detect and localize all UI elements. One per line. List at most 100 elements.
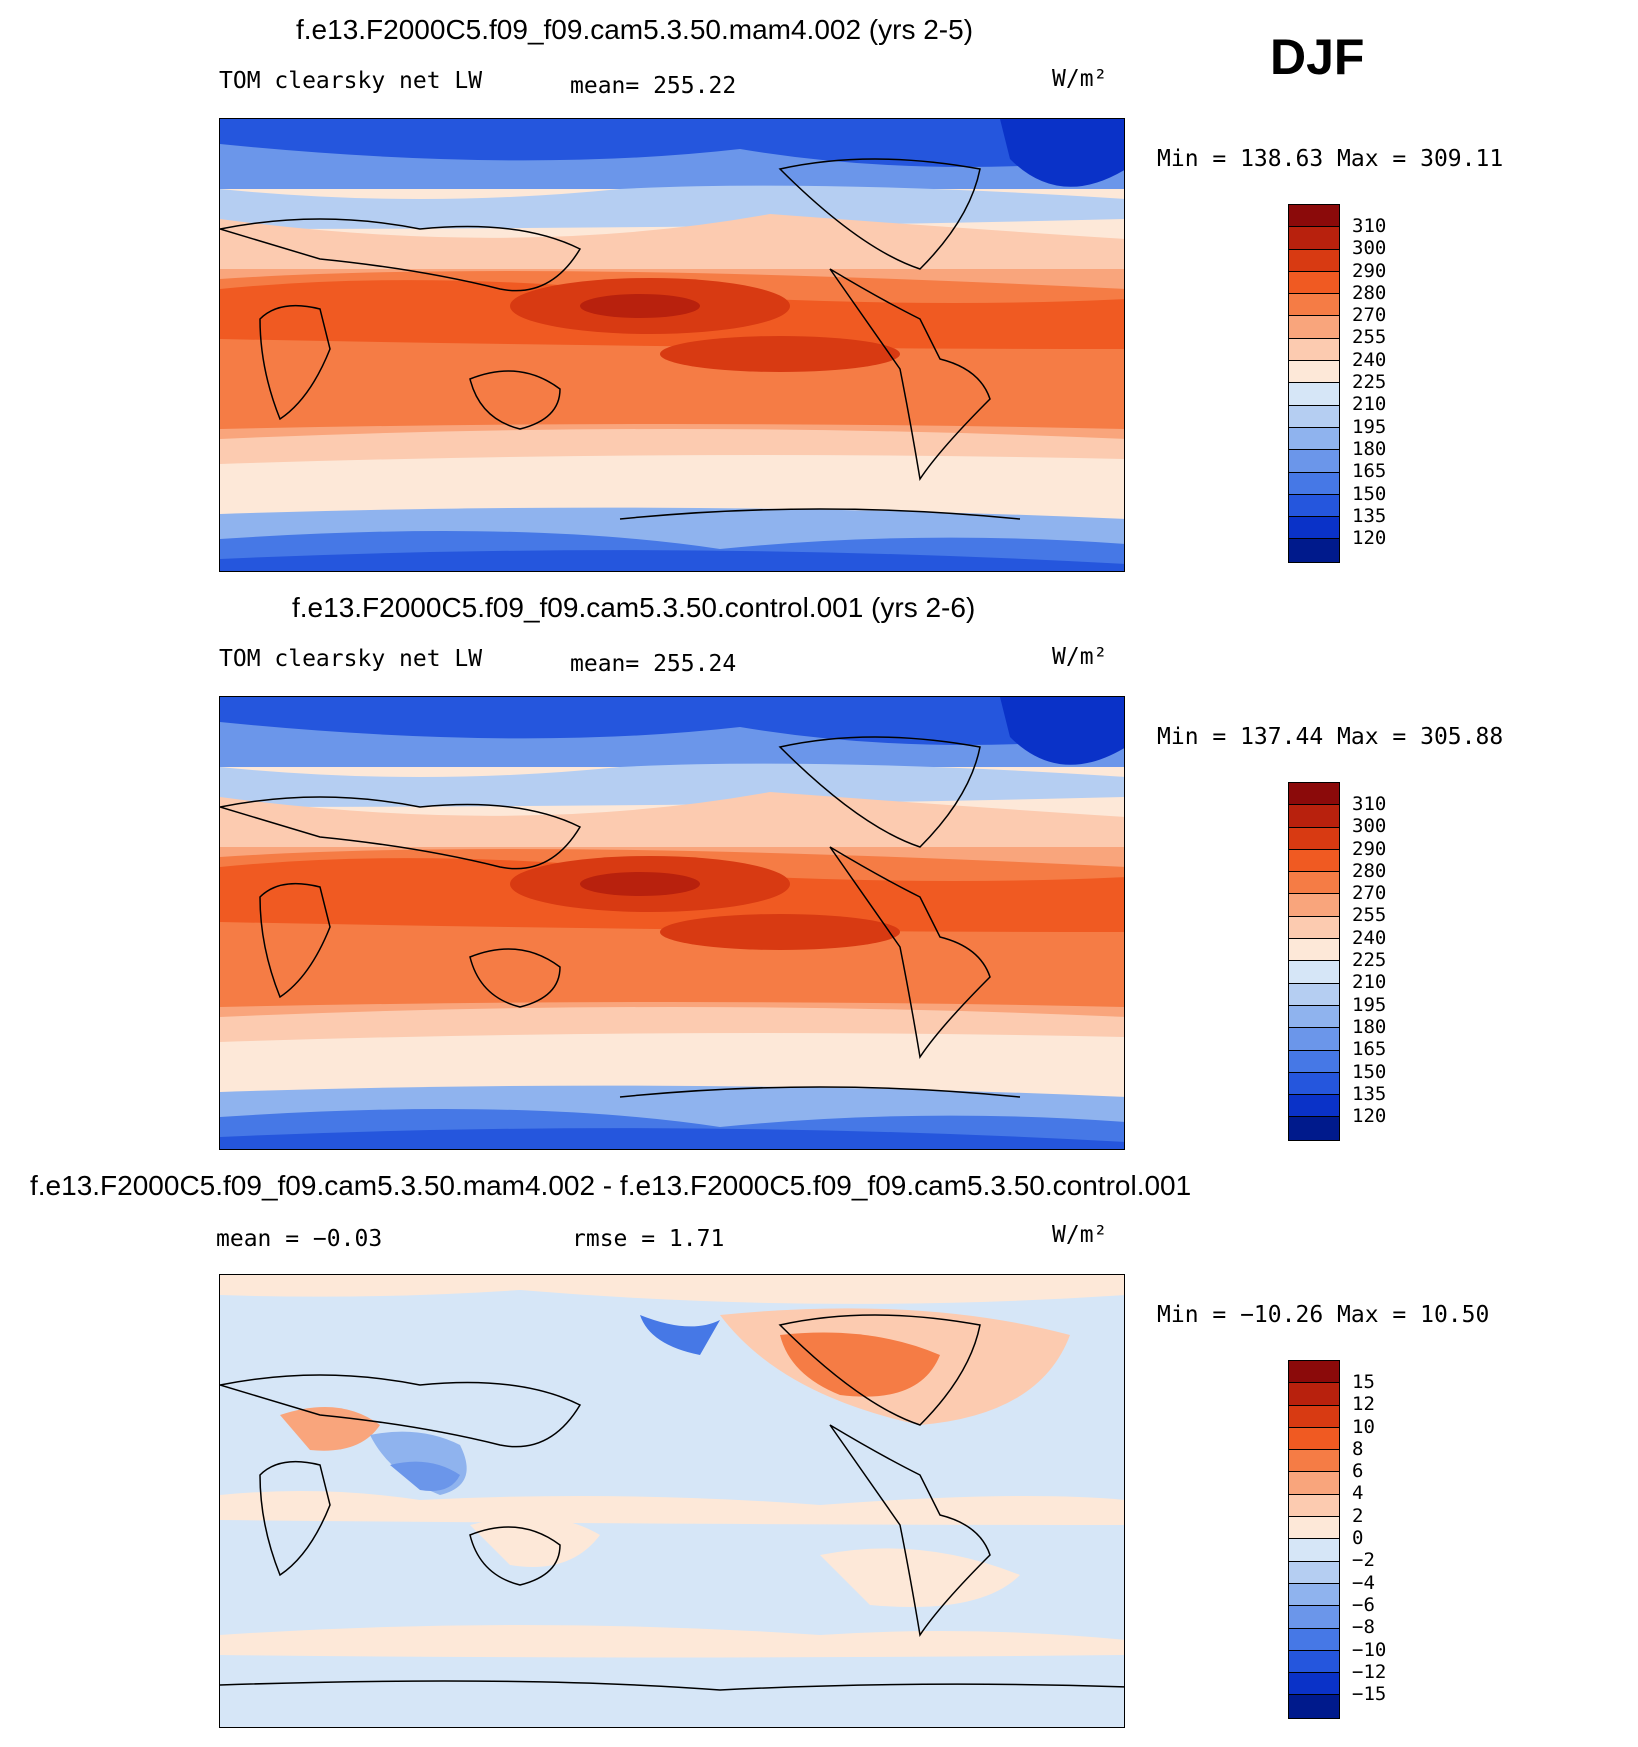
colorbar-swatch (1289, 1606, 1339, 1629)
colorbar-swatch (1289, 1539, 1339, 1562)
colorbar-tick-label: 2 (1352, 1504, 1364, 1527)
colorbar-swatch (1289, 1695, 1339, 1718)
colorbar-swatch (1289, 205, 1339, 228)
colorbar-tick-label: 310 (1352, 793, 1387, 815)
colorbar-tick-label: 270 (1352, 304, 1387, 327)
panel-2-mean-label: mean= 255.24 (570, 651, 737, 677)
colorbar-tick-label: 120 (1352, 527, 1387, 550)
season-label: DJF (1270, 29, 1365, 85)
panel-1-colorbar (1288, 204, 1340, 563)
colorbar-tick-label: −15 (1352, 1683, 1387, 1706)
colorbar-tick-label: 0 (1352, 1527, 1364, 1550)
panel-1-minmax: Min = 138.63 Max = 309.11 (1157, 146, 1504, 172)
colorbar-tick-label: 135 (1352, 1082, 1387, 1105)
panel-2-colorbar (1288, 782, 1340, 1141)
colorbar-swatch (1289, 1050, 1339, 1073)
panel-3-colorbar (1288, 1360, 1340, 1719)
panel-1-variable-label: TOM clearsky net LW (219, 68, 483, 94)
colorbar-tick-label: 195 (1352, 415, 1387, 438)
panel-2-minmax: Min = 137.44 Max = 305.88 (1157, 724, 1504, 750)
colorbar-tick-label: 210 (1352, 971, 1387, 994)
colorbar-tick-label: 225 (1352, 371, 1387, 394)
colorbar-tick-label: 240 (1352, 926, 1387, 949)
colorbar-swatch (1289, 427, 1339, 451)
colorbar-swatch (1289, 1472, 1339, 1495)
colorbar-swatch (1289, 539, 1339, 562)
colorbar-tick-label: 12 (1352, 1393, 1375, 1416)
colorbar-swatch (1289, 1005, 1339, 1029)
colorbar-tick-label: 165 (1352, 1038, 1387, 1061)
colorbar-swatch (1289, 1650, 1339, 1674)
colorbar-swatch (1289, 338, 1339, 362)
colorbar-swatch (1289, 939, 1339, 962)
panel-2-map (219, 696, 1125, 1150)
panel-2-title: f.e13.F2000C5.f09_f09.cam5.3.50.control.… (292, 592, 976, 623)
panel-3-units-label: W/m² (1052, 1222, 1108, 1248)
colorbar-tick-label: 180 (1352, 437, 1387, 460)
panel-3-map (219, 1274, 1125, 1728)
colorbar-swatch (1289, 1361, 1339, 1384)
colorbar-swatch (1289, 961, 1339, 984)
colorbar-tick-label: −4 (1352, 1571, 1375, 1594)
panel-2-variable-label: TOM clearsky net LW (219, 646, 483, 672)
colorbar-swatch (1289, 983, 1339, 1006)
colorbar-swatch (1289, 1028, 1339, 1051)
colorbar-tick-label: 290 (1352, 837, 1387, 860)
colorbar-swatch (1289, 1561, 1339, 1584)
colorbar-tick-label: −10 (1352, 1638, 1387, 1661)
colorbar-swatch (1289, 1117, 1339, 1140)
colorbar-swatch (1289, 1450, 1339, 1473)
colorbar-swatch (1289, 894, 1339, 917)
colorbar-tick-label: 270 (1352, 882, 1387, 905)
colorbar-tick-label: 195 (1352, 993, 1387, 1016)
colorbar-tick-label: 120 (1352, 1105, 1387, 1128)
colorbar-swatch (1289, 1383, 1339, 1406)
colorbar-swatch (1289, 405, 1339, 428)
colorbar-tick-label: 300 (1352, 815, 1387, 838)
colorbar-tick-label: 240 (1352, 348, 1387, 371)
colorbar-swatch (1289, 316, 1339, 339)
colorbar-swatch (1289, 805, 1339, 828)
panel-3-rmse-label: rmse = 1.71 (572, 1226, 725, 1252)
colorbar-tick-label: 300 (1352, 237, 1387, 260)
colorbar-tick-label: −12 (1352, 1660, 1387, 1683)
colorbar-tick-label: 165 (1352, 460, 1387, 483)
colorbar-swatch (1289, 472, 1339, 495)
colorbar-tick-label: 280 (1352, 281, 1387, 304)
colorbar-swatch (1289, 1673, 1339, 1696)
panel-1-colorbar-ticks: 310 300 290 280 270 255 240 225 210 195 180 165 150 1… (1352, 215, 1386, 549)
colorbar-tick-label: −8 (1352, 1616, 1375, 1639)
colorbar-swatch (1289, 1095, 1339, 1118)
colorbar-swatch (1289, 1405, 1339, 1428)
colorbar-swatch (1289, 872, 1339, 895)
colorbar-tick-label: 280 (1352, 859, 1387, 882)
panel-2-colorbar-ticks: 310 300 290 280 270 255 240 225 210 195 180 165 150 1… (1352, 793, 1386, 1127)
panel-3-colorbar-ticks: 15 12 10 8 6 4 2 0 −2 −4 −6 −8 −10 −12 −15 (1352, 1371, 1386, 1705)
colorbar-swatch (1289, 849, 1339, 873)
colorbar-swatch (1289, 494, 1339, 518)
panel-1-units-label: W/m² (1052, 66, 1108, 92)
colorbar-swatch (1289, 361, 1339, 384)
panel-3-title: f.e13.F2000C5.f09_f09.cam5.3.50.mam4.002… (30, 1170, 1192, 1201)
colorbar-tick-label: −6 (1352, 1593, 1375, 1616)
colorbar-swatch (1289, 827, 1339, 850)
panel-1-mean-label: mean= 255.22 (570, 73, 737, 99)
colorbar-tick-label: 8 (1352, 1437, 1364, 1460)
colorbar-tick-label: 180 (1352, 1015, 1387, 1038)
colorbar-tick-label: 150 (1352, 1060, 1387, 1083)
colorbar-tick-label: 210 (1352, 393, 1387, 416)
panel-3-mean-label: mean = −0.03 (216, 1226, 383, 1252)
colorbar-tick-label: 10 (1352, 1415, 1375, 1438)
colorbar-swatch (1289, 916, 1339, 940)
colorbar-swatch (1289, 1583, 1339, 1607)
colorbar-swatch (1289, 1427, 1339, 1451)
colorbar-swatch (1289, 1072, 1339, 1096)
colorbar-tick-label: 225 (1352, 949, 1387, 972)
colorbar-swatch (1289, 294, 1339, 317)
colorbar-swatch (1289, 383, 1339, 406)
colorbar-swatch (1289, 271, 1339, 295)
colorbar-swatch (1289, 227, 1339, 250)
colorbar-tick-label: 310 (1352, 215, 1387, 237)
colorbar-tick-label: 15 (1352, 1371, 1375, 1393)
panel-1-title: f.e13.F2000C5.f09_f09.cam5.3.50.mam4.002… (296, 14, 974, 45)
